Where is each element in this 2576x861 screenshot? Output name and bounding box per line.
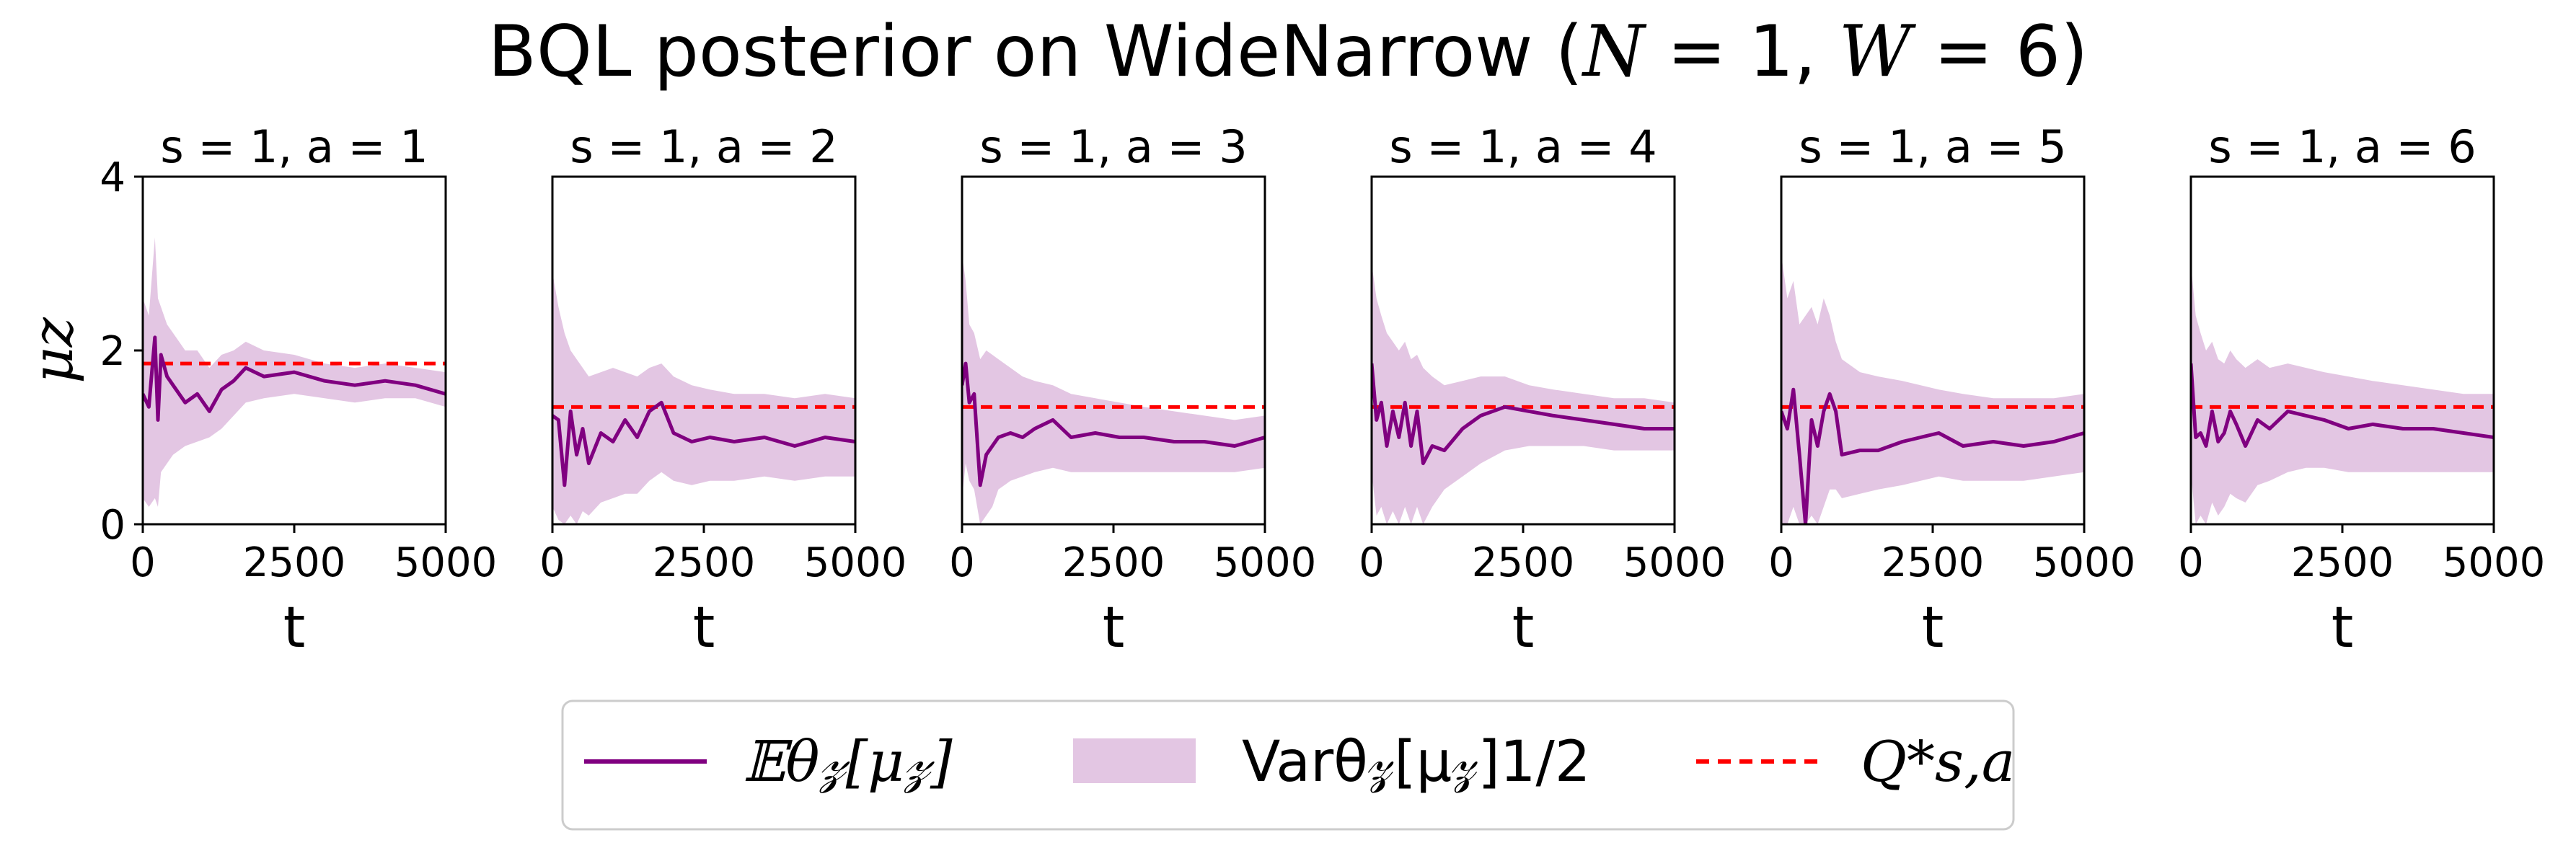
std-band [962,255,1265,524]
std-band [552,272,855,524]
x-tick-label: 5000 [2443,539,2546,586]
subplot-5: s = 1, a = 5 0 2500 5000 t [1768,120,2135,661]
x-tick-label: 2500 [2291,539,2394,586]
legend-mean-label: 𝔼θ𝓏[μ𝓏] [743,730,953,795]
title-w-symbol: W [1839,11,1917,93]
x-tick-label: 0 [2178,539,2204,586]
x-tick-label: 5000 [804,539,907,586]
plot-area [143,237,446,507]
legend-target-label: Q*s,a [1861,730,2015,795]
x-tick-label: 0 [949,539,975,586]
mean-line [143,335,446,422]
legend: 𝔼θ𝓏[μ𝓏] Varθ𝓏[μ𝓏]1/2 Q*s,a [561,699,2015,831]
subplot-title: s = 1, a = 1 [160,120,428,173]
y-tick-label: 2 [100,328,125,375]
x-axis-label: t [1922,596,1944,661]
plot-area [1781,255,2084,524]
legend-band-label: Varθ𝓏[μ𝓏]1/2 [1242,730,1590,795]
figure-title: BQL posterior on WideNarrow (N = 1, W = … [488,11,2088,93]
x-axis-label: t [2332,596,2354,661]
subplot-grid: s = 1, a = 1 0 2500 5000 t 0 2 4 μz s = 1, a = 2 0… [21,120,2545,661]
subplot-title: s = 1, a = 4 [1389,120,1657,173]
x-tick-label: 5000 [2033,539,2136,586]
mean-line [1781,387,2084,524]
mean-line [962,361,1265,487]
std-band [2191,263,2494,524]
x-tick-label: 0 [539,539,565,586]
x-tick-label: 5000 [1214,539,1317,586]
subplot-2: s = 1, a = 2 0 2500 5000 t [539,120,907,661]
x-axis-label: t [1512,596,1535,661]
subplot-4: s = 1, a = 4 0 2500 5000 t [1359,120,1726,661]
title-prefix: BQL posterior on WideNarrow ( [488,11,1583,93]
x-tick-label: 2500 [1882,539,1985,586]
plot-area [552,272,855,524]
x-tick-label: 2500 [653,539,756,586]
mean-line [1372,363,1675,466]
mean-line [552,400,855,487]
mean-line [2191,363,2494,448]
x-tick-label: 2500 [1062,539,1165,586]
x-tick-label: 0 [1768,539,1794,586]
title-equals-2: = 6) [1911,11,2088,93]
std-band [1781,255,2084,524]
title-n-symbol: N [1582,11,1647,93]
plot-area [1372,263,1675,524]
y-tick-label: 4 [100,154,125,201]
x-tick-label: 2500 [243,539,346,586]
x-axis-label: t [283,596,306,661]
legend-band-swatch [1073,738,1196,783]
subplot-title: s = 1, a = 2 [570,120,837,173]
x-tick-label: 2500 [1472,539,1575,586]
y-axis-label: μz [21,317,86,384]
x-tick-label: 5000 [394,539,498,586]
x-tick-label: 0 [1359,539,1385,586]
subplot-3: s = 1, a = 3 0 2500 5000 t [949,120,1316,661]
subplot-6: s = 1, a = 6 0 2500 5000 t [2178,120,2545,661]
std-band [1372,263,1675,524]
subplot-title: s = 1, a = 5 [1799,120,2066,173]
x-axis-label: t [693,596,715,661]
subplot-title: s = 1, a = 6 [2208,120,2476,173]
x-axis-label: t [1103,596,1125,661]
plot-area [2191,263,2494,524]
x-tick-label: 5000 [1623,539,1726,586]
subplot-1: s = 1, a = 1 0 2500 5000 t 0 2 4 μz [21,120,497,661]
x-tick-label: 0 [130,539,156,586]
y-tick-label: 0 [100,502,125,549]
subplot-title: s = 1, a = 3 [979,120,1247,173]
plot-area [962,255,1265,524]
legend-frame [561,699,2015,831]
title-equals-1: = 1, [1645,11,1839,93]
